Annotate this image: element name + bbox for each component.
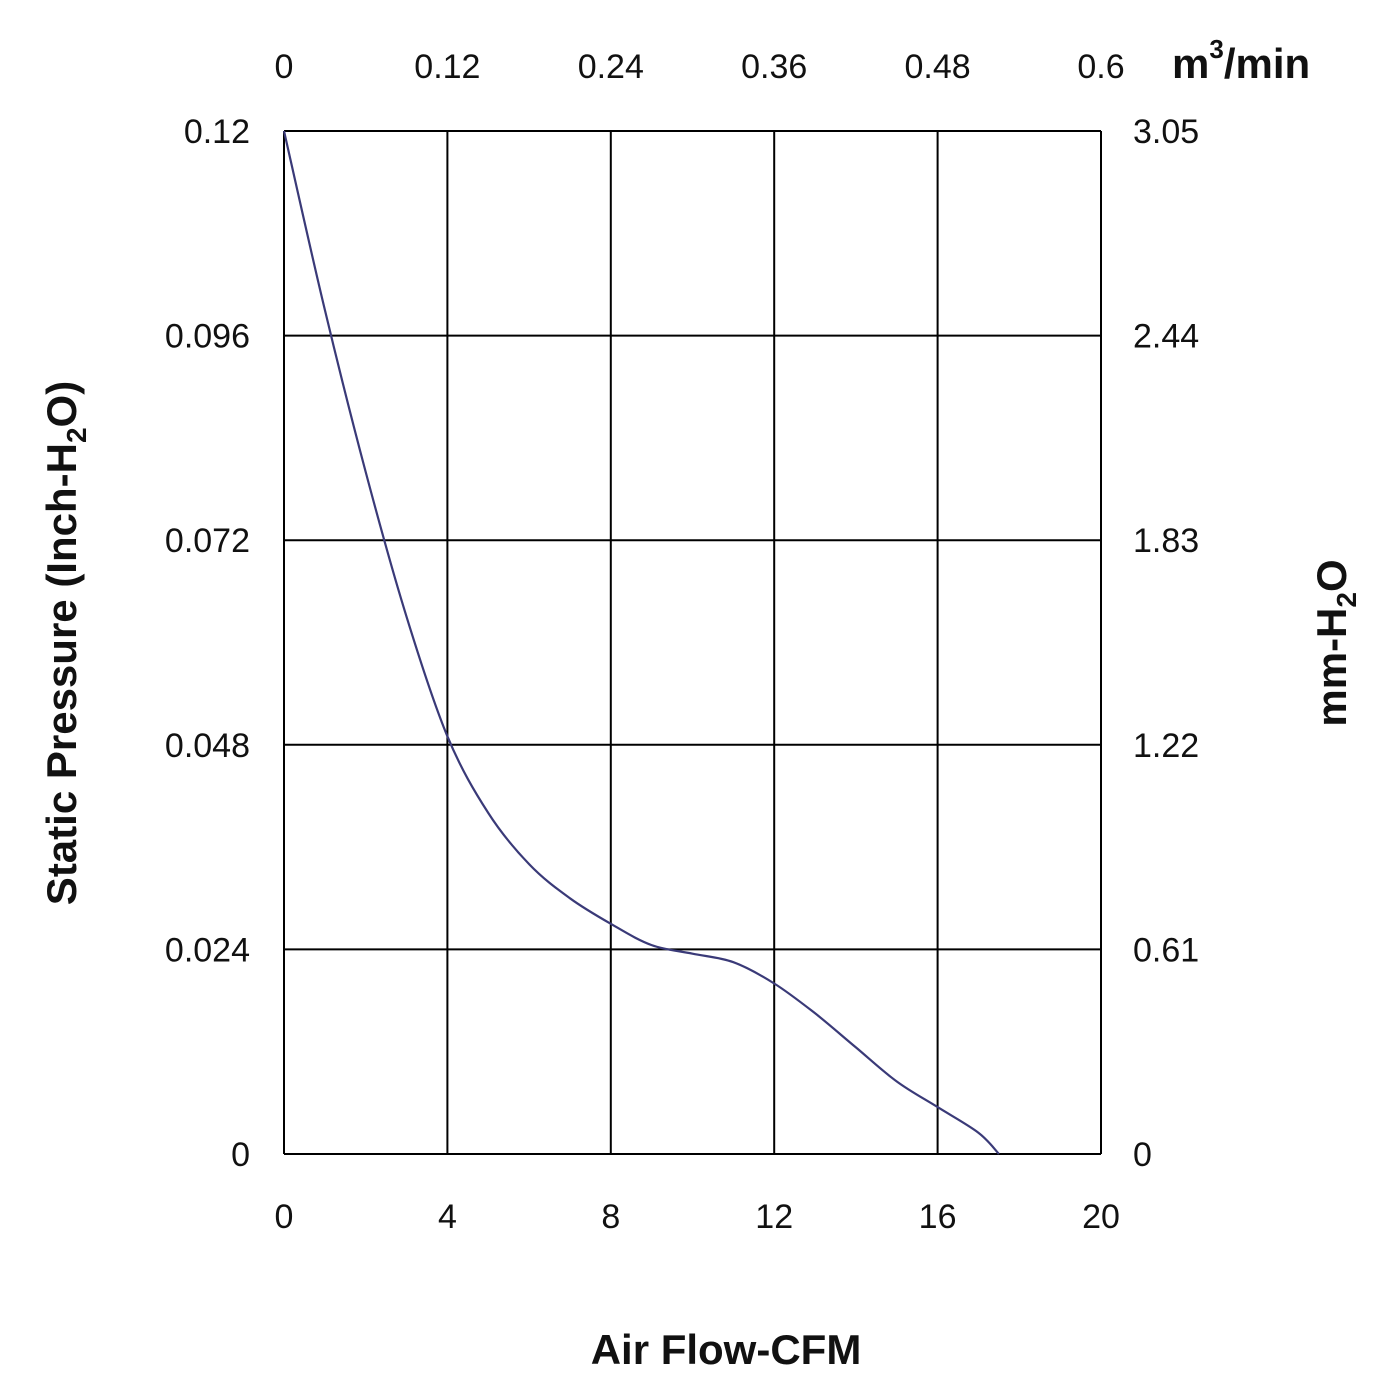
top-x-axis-unit: m3/min	[1172, 34, 1310, 87]
grid-lines	[283, 130, 1102, 1155]
right-y-tick-label: 0.61	[1133, 931, 1199, 969]
left-y-tick-label: 0.096	[165, 318, 250, 356]
x-tick-label: 0	[275, 1198, 294, 1236]
x-axis-title: Air Flow-CFM	[591, 1326, 862, 1373]
top-x-tick-label: 0.6	[1077, 48, 1124, 86]
x-axis-ticks: 0 4 8 12 16 20	[275, 1198, 1120, 1236]
left-y-tick-label: 0.072	[165, 522, 250, 560]
x-tick-label: 8	[601, 1198, 620, 1236]
top-x-tick-label: 0.12	[414, 48, 480, 86]
top-x-tick-label: 0.24	[578, 48, 644, 86]
right-y-tick-label: 1.83	[1133, 522, 1199, 560]
x-tick-label: 12	[755, 1198, 793, 1236]
left-y-axis-title: Static Pressure (Inch-H2O)	[38, 381, 92, 905]
left-y-tick-label: 0	[231, 1136, 250, 1174]
top-x-tick-label: 0.36	[741, 48, 807, 86]
right-y-axis-title: mm-H2O	[1308, 559, 1362, 726]
right-y-tick-label: 3.05	[1133, 113, 1199, 151]
x-tick-label: 4	[438, 1198, 457, 1236]
right-y-axis-ticks: 0 0.61 1.22 1.83 2.44 3.05	[1133, 113, 1199, 1174]
left-y-axis-ticks: 0 0.024 0.048 0.072 0.096 0.12	[165, 113, 250, 1174]
top-x-tick-label: 0	[275, 48, 294, 86]
series-line	[282, 130, 1000, 1155]
left-y-tick-label: 0.048	[165, 727, 250, 765]
left-y-tick-label: 0.024	[165, 931, 250, 969]
top-x-axis-ticks: 0 0.12 0.24 0.36 0.48 0.6	[275, 48, 1125, 86]
x-tick-label: 20	[1082, 1198, 1120, 1236]
left-y-tick-label: 0.12	[184, 113, 250, 151]
right-y-tick-label: 1.22	[1133, 727, 1199, 765]
right-y-tick-label: 2.44	[1133, 318, 1199, 356]
top-x-tick-label: 0.48	[905, 48, 971, 86]
right-y-tick-label: 0	[1133, 1136, 1152, 1174]
x-tick-label: 16	[919, 1198, 957, 1236]
